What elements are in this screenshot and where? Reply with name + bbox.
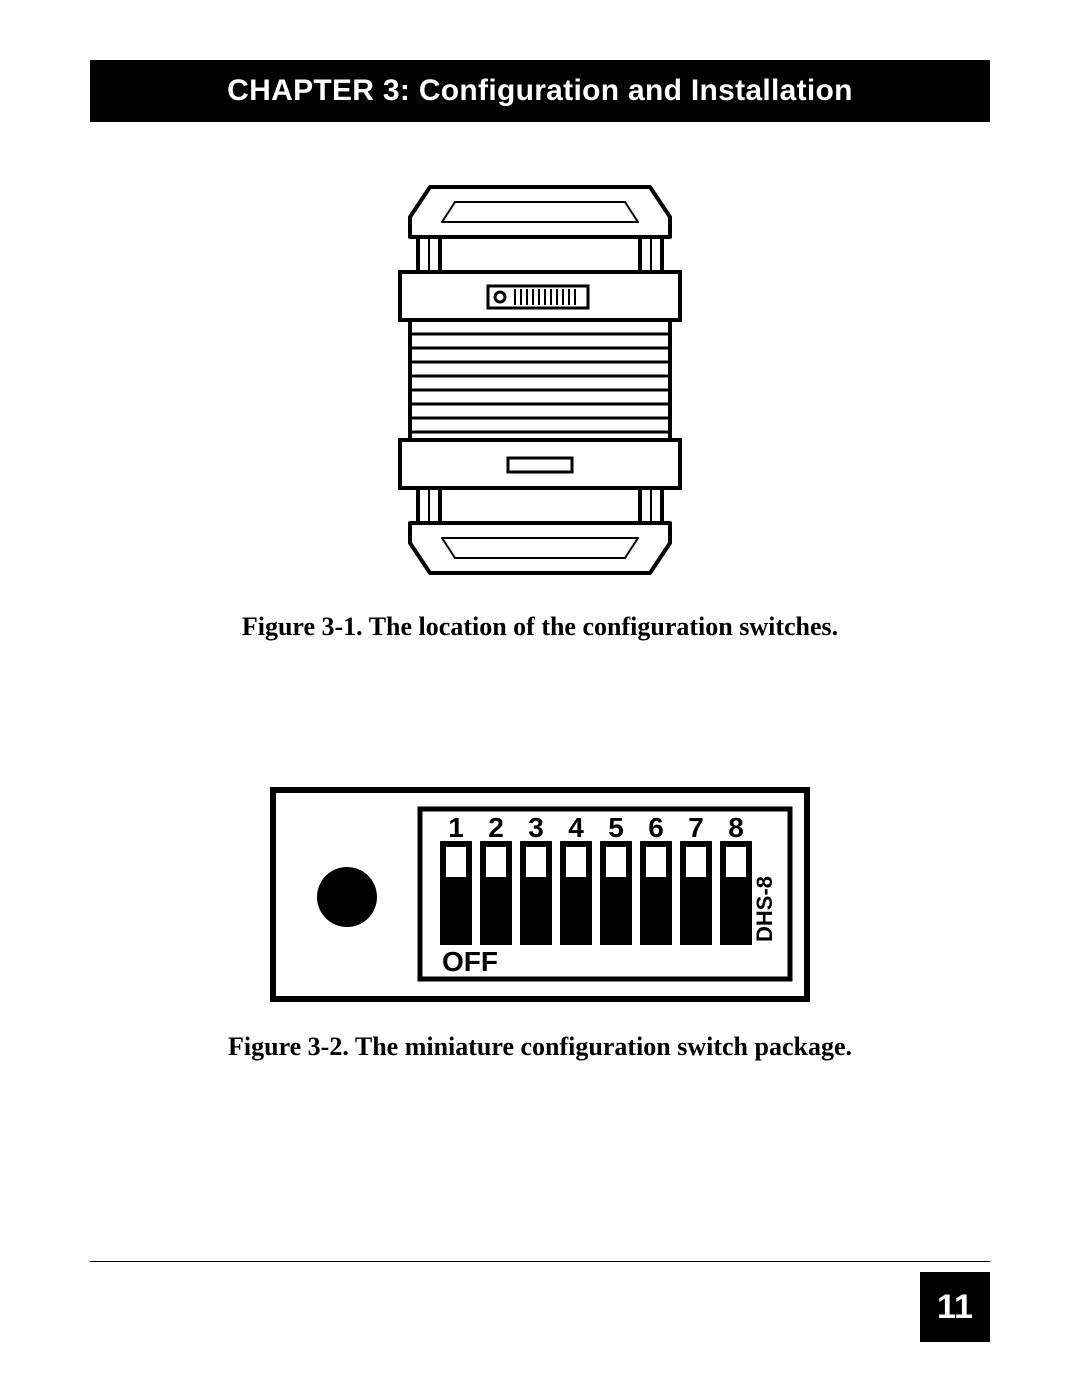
figure-1: Figure 3-1. The location of the configur… [242, 182, 838, 642]
switch-num-7: 7 [688, 812, 704, 843]
switch-num-4: 4 [568, 812, 584, 843]
figure-2-caption: Figure 3-2. The miniature configuration … [228, 1032, 852, 1062]
switch-num-5: 5 [608, 812, 624, 843]
switch-num-3: 3 [528, 812, 544, 843]
switch-num-8: 8 [728, 812, 744, 843]
switch-num-1: 1 [448, 812, 464, 843]
chapter-header: CHAPTER 3: Configuration and Installatio… [90, 60, 990, 122]
dip-switch-diagram: 1 2 3 4 5 6 7 8 [270, 787, 810, 1002]
switch-num-2: 2 [488, 812, 504, 843]
footer-rule [90, 1261, 990, 1262]
dhs8-label: DHS-8 [752, 876, 777, 942]
off-label: OFF [442, 946, 498, 977]
figure-2: 1 2 3 4 5 6 7 8 [228, 787, 852, 1062]
switch-num-6: 6 [648, 812, 664, 843]
figure-1-caption: Figure 3-1. The location of the configur… [242, 612, 838, 642]
page-number: 11 [920, 1272, 990, 1342]
connector-diagram [360, 182, 720, 582]
